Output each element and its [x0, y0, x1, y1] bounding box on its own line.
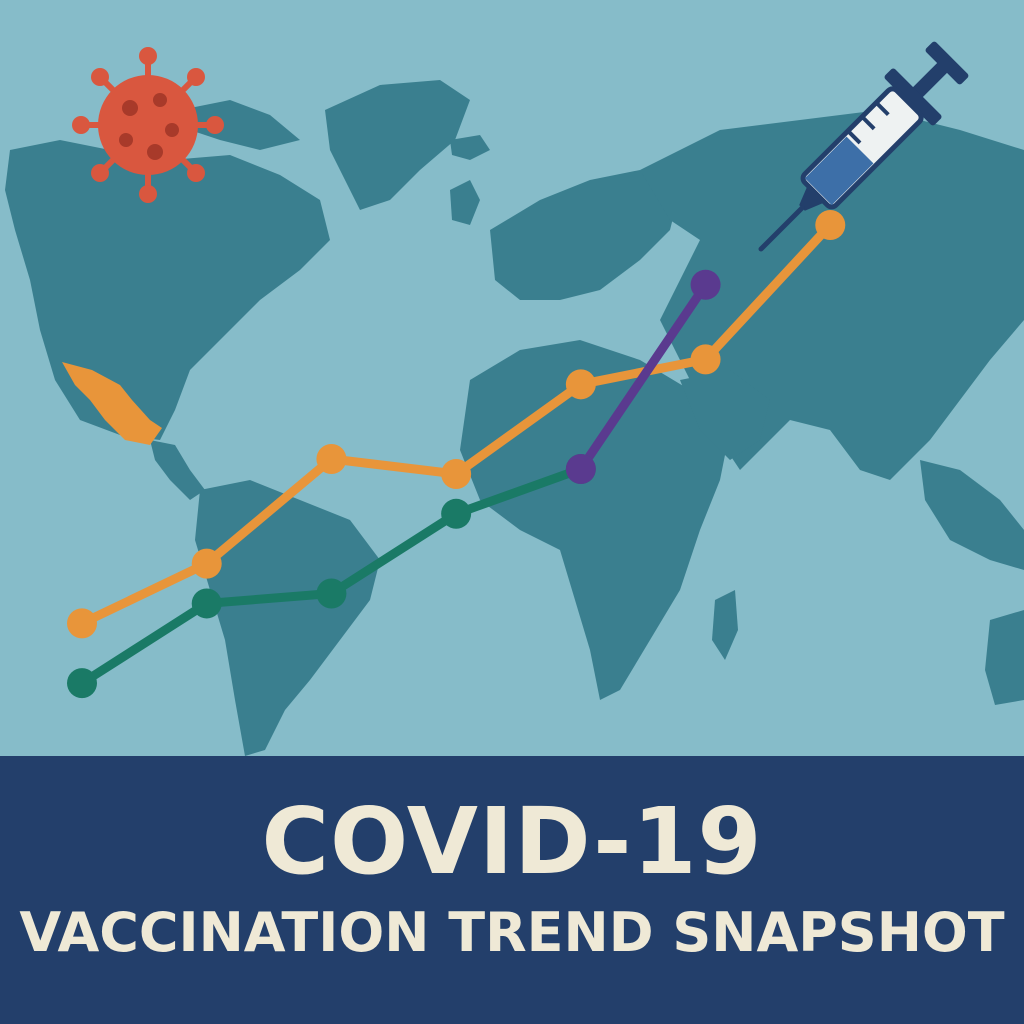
mexico-highlight	[62, 362, 162, 445]
page-subtitle: VACCINATION TREND SNAPSHOT	[19, 901, 1005, 964]
world-map-background	[5, 41, 1024, 756]
greenland	[325, 80, 470, 210]
data-point-s1-6	[690, 344, 721, 375]
iceland	[450, 135, 490, 160]
arctic-islands	[180, 100, 300, 150]
madagascar	[712, 590, 738, 660]
europe	[490, 170, 680, 300]
data-point-s1-1	[67, 608, 97, 639]
central-america	[150, 440, 205, 500]
south-america	[195, 480, 380, 756]
data-point-s2-1	[67, 668, 97, 699]
page-title: COVID-19	[261, 788, 763, 895]
data-point-s3-6	[690, 269, 721, 300]
line-chart	[67, 209, 846, 699]
data-point-s2-2	[191, 588, 222, 619]
virus-icon	[72, 47, 224, 203]
data-point-s1-3	[316, 444, 347, 475]
data-point-s1-2	[191, 548, 222, 579]
north-america	[5, 140, 330, 440]
data-point-s1-4	[441, 458, 472, 489]
syringe-icon	[758, 41, 969, 252]
southeast-asia	[920, 460, 1024, 570]
world-map	[5, 41, 1024, 756]
data-point-s1-7	[815, 209, 846, 240]
data-point-s3-5	[565, 453, 596, 484]
data-point-s2-4	[441, 498, 472, 529]
british-isles	[450, 180, 480, 225]
arabia	[680, 370, 770, 460]
australia	[985, 610, 1024, 705]
data-point-s2-3	[316, 578, 347, 609]
africa	[460, 340, 730, 700]
data-point-s1-5	[565, 369, 596, 400]
series-line-3	[576, 280, 711, 474]
title-banner: COVID-19 VACCINATION TREND SNAPSHOT	[0, 756, 1024, 1024]
